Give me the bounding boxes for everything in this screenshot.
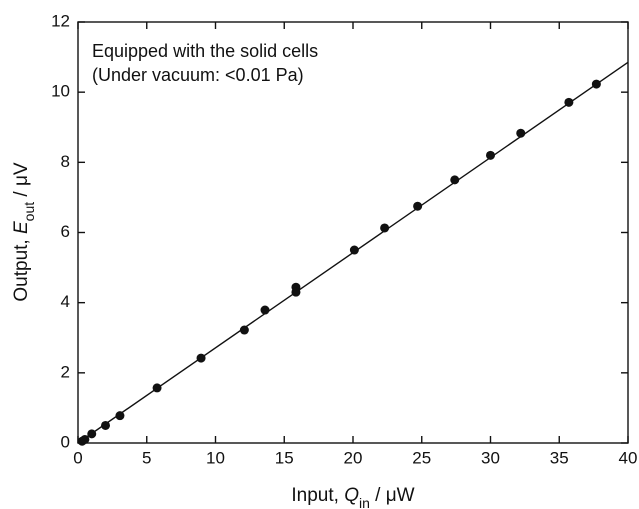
data-point — [87, 429, 97, 439]
annotation: (Under vacuum: <0.01 Pa) — [92, 65, 304, 85]
data-point — [80, 434, 90, 444]
x-tick-label: 0 — [73, 448, 82, 467]
data-point — [564, 97, 574, 107]
y-axis-title: Output, Eout / μV — [11, 162, 37, 302]
y-tick-label: 10 — [51, 82, 70, 101]
x-tick-label: 10 — [206, 448, 225, 467]
y-tick-label: 8 — [61, 152, 70, 171]
data-point — [349, 245, 359, 255]
data-point — [101, 420, 110, 430]
x-tick-label: 30 — [481, 448, 500, 467]
x-tick-label: 35 — [550, 448, 569, 467]
data-point — [291, 287, 301, 297]
data-point — [450, 175, 460, 185]
plot-frame — [77, 21, 629, 444]
data-point — [152, 383, 162, 393]
y-tick-label: 2 — [61, 362, 70, 381]
data-point — [115, 411, 125, 421]
x-tick-label: 25 — [412, 448, 431, 467]
data-point — [380, 223, 390, 233]
x-tick-label: 5 — [142, 448, 151, 467]
y-tick-label: 12 — [51, 11, 70, 30]
y-tick-label: 0 — [61, 432, 70, 451]
data-point — [486, 150, 495, 160]
y-tick-label: 4 — [61, 292, 70, 311]
data-point — [260, 305, 270, 315]
x-tick-label: 40 — [619, 448, 638, 467]
data-point — [516, 128, 526, 138]
annotation: Equipped with the solid cells — [92, 41, 318, 61]
x-tick-label: 15 — [275, 448, 294, 467]
y-tick-label: 6 — [61, 222, 70, 241]
data-point — [413, 201, 423, 211]
x-axis-title: Input, Qin / μW — [291, 485, 414, 509]
x-tick-label: 20 — [344, 448, 363, 467]
data-point — [591, 79, 601, 89]
data-point — [196, 353, 206, 363]
data-point — [239, 325, 249, 335]
